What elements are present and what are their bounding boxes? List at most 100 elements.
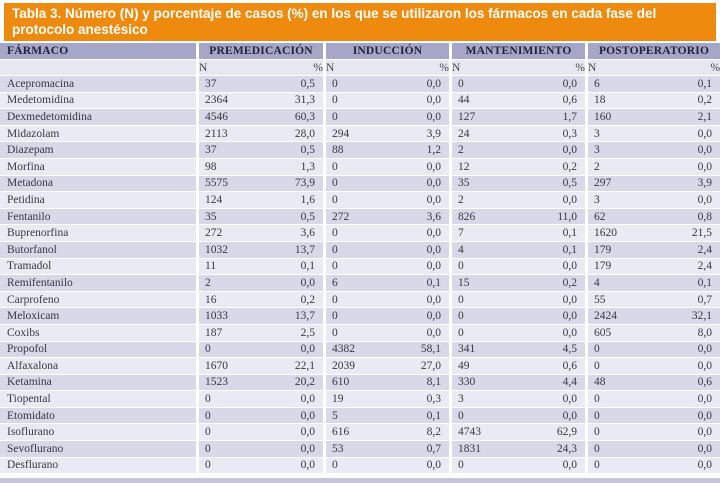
n-value-cell: 15	[449, 275, 520, 292]
pct-value-cell: 31,3	[258, 92, 324, 110]
table-row: Buprenorfina 272 3,6 0 0,0 7 0,1 1620 21,5	[0, 225, 720, 242]
pct-value-cell: 0,1	[258, 258, 324, 276]
drug-name-cell: Petidina	[0, 192, 196, 209]
table-row: Medetomidina 2364 31,3 0 0,0 44 0,6 18 0,2	[0, 92, 720, 110]
pct-value-cell: 13,7	[258, 308, 324, 325]
subheader-pct-label: %	[258, 60, 324, 76]
n-value-cell: 0	[323, 158, 386, 176]
table-row: Propofol 0 0,0 4382 58,1 341 4,5 0 0,0	[0, 341, 720, 359]
pct-value-cell: 0,0	[651, 192, 720, 209]
table-body: Acepromacina 37 0,5 0 0,0 0 0,0 6 0,1 Medetomidin…	[0, 76, 720, 475]
n-value-cell: 187	[196, 324, 258, 342]
pct-value-cell: 4,5	[519, 341, 586, 359]
pct-value-cell: 0,0	[651, 391, 720, 408]
n-value-cell: 2	[449, 192, 520, 209]
pct-value-cell: 0,0	[385, 192, 450, 209]
table-title: Tabla 3. Número (N) y porcentaje de caso…	[12, 6, 657, 37]
table-row: Isoflurano 0 0,0 616 8,2 4743 62,9 0 0,0	[0, 424, 720, 442]
pct-value-cell: 0,0	[651, 125, 720, 143]
n-value-cell: 127	[449, 109, 520, 126]
n-value-cell: 0	[449, 324, 520, 342]
n-value-cell: 160	[585, 109, 652, 126]
pct-value-cell: 0,0	[651, 407, 720, 425]
pct-value-cell: 0,0	[385, 92, 450, 110]
table-row: Alfaxalona 1670 22,1 2039 27,0 49 0,6 0 0,0	[0, 358, 720, 375]
pct-value-cell: 73,9	[258, 175, 324, 193]
pct-value-cell: 3,6	[258, 225, 324, 242]
pct-value-cell: 0,0	[519, 142, 586, 159]
subheader-n-label: N	[323, 60, 386, 76]
n-value-cell: 2	[196, 275, 258, 292]
bottom-strip	[0, 478, 720, 483]
n-value-cell: 5575	[196, 175, 258, 193]
table-row: Desflurano 0 0,0 0 0,0 0 0,0 0 0,0	[0, 457, 720, 475]
pct-value-cell: 11,0	[519, 208, 586, 226]
pct-value-cell: 0,1	[385, 275, 450, 292]
pct-value-cell: 0,0	[385, 225, 450, 242]
n-value-cell: 1523	[196, 374, 258, 392]
phase-header-4: POSTOPERATORIO	[585, 43, 720, 60]
n-value-cell: 297	[585, 175, 652, 193]
pct-value-cell: 0,0	[651, 457, 720, 475]
n-value-cell: 1620	[585, 225, 652, 242]
n-value-cell: 49	[449, 358, 520, 375]
drug-name-cell: Diazepam	[0, 142, 196, 159]
n-value-cell: 294	[323, 125, 386, 143]
pct-value-cell: 0,0	[519, 192, 586, 209]
pct-value-cell: 0,0	[385, 158, 450, 176]
n-pct-subheader-row: N% N% N% N%	[0, 60, 720, 76]
subheader-n-label: N	[449, 60, 520, 76]
pct-value-cell: 0,0	[651, 158, 720, 176]
n-value-cell: 3	[585, 125, 652, 143]
n-value-cell: 3	[449, 391, 520, 408]
n-value-cell: 0	[323, 175, 386, 193]
n-value-cell: 19	[323, 391, 386, 408]
n-value-cell: 24	[449, 125, 520, 143]
drug-name-cell: Buprenorfina	[0, 225, 196, 242]
phase-header-row: FÁRMACO PREMEDICACIÓN INDUCCIÓN MANTENIMIE…	[0, 43, 720, 60]
pct-value-cell: 0,1	[651, 76, 720, 93]
n-value-cell: 179	[585, 258, 652, 276]
n-value-cell: 4546	[196, 109, 258, 126]
n-value-cell: 0	[323, 109, 386, 126]
pct-value-cell: 0,0	[258, 424, 324, 442]
pct-value-cell: 0,0	[519, 308, 586, 325]
pct-value-cell: 0,0	[385, 457, 450, 475]
n-value-cell: 6	[585, 76, 652, 93]
pct-value-cell: 0,0	[519, 457, 586, 475]
n-value-cell: 0	[449, 291, 520, 309]
n-value-cell: 0	[585, 341, 652, 359]
pct-value-cell: 0,3	[385, 391, 450, 408]
n-value-cell: 124	[196, 192, 258, 209]
table-row: Carprofeno 16 0,2 0 0,0 0 0,0 55 0,7	[0, 291, 720, 309]
pct-value-cell: 0,7	[651, 291, 720, 309]
drug-name-cell: Isoflurano	[0, 424, 196, 442]
table-row: Butorfanol 1032 13,7 0 0,0 4 0,1 179 2,4	[0, 241, 720, 259]
subheader-pct-label: %	[385, 60, 450, 76]
pct-value-cell: 0,2	[258, 291, 324, 309]
pct-value-cell: 0,0	[651, 441, 720, 458]
n-value-cell: 37	[196, 76, 258, 93]
n-value-cell: 0	[449, 407, 520, 425]
empty-subheader-cell	[0, 60, 196, 76]
drug-name-cell: Metadona	[0, 175, 196, 193]
pct-value-cell: 32,1	[651, 308, 720, 325]
table-row: Acepromacina 37 0,5 0 0,0 0 0,0 6 0,1	[0, 76, 720, 93]
n-value-cell: 35	[196, 208, 258, 226]
table-row: Tiopental 0 0,0 19 0,3 3 0,0 0 0,0	[0, 391, 720, 408]
drug-name-cell: Butorfanol	[0, 241, 196, 259]
subheader-n-label: N	[196, 60, 258, 76]
n-value-cell: 2	[585, 158, 652, 176]
drug-name-cell: Midazolam	[0, 125, 196, 143]
n-value-cell: 1670	[196, 358, 258, 375]
pct-value-cell: 0,0	[385, 109, 450, 126]
pct-value-cell: 0,0	[385, 241, 450, 259]
n-value-cell: 0	[449, 76, 520, 93]
drug-name-cell: Propofol	[0, 341, 196, 359]
pct-value-cell: 58,1	[385, 341, 450, 359]
pct-value-cell: 60,3	[258, 109, 324, 126]
pct-value-cell: 0,3	[519, 125, 586, 143]
n-value-cell: 1032	[196, 241, 258, 259]
n-value-cell: 272	[323, 208, 386, 226]
n-value-cell: 0	[323, 241, 386, 259]
